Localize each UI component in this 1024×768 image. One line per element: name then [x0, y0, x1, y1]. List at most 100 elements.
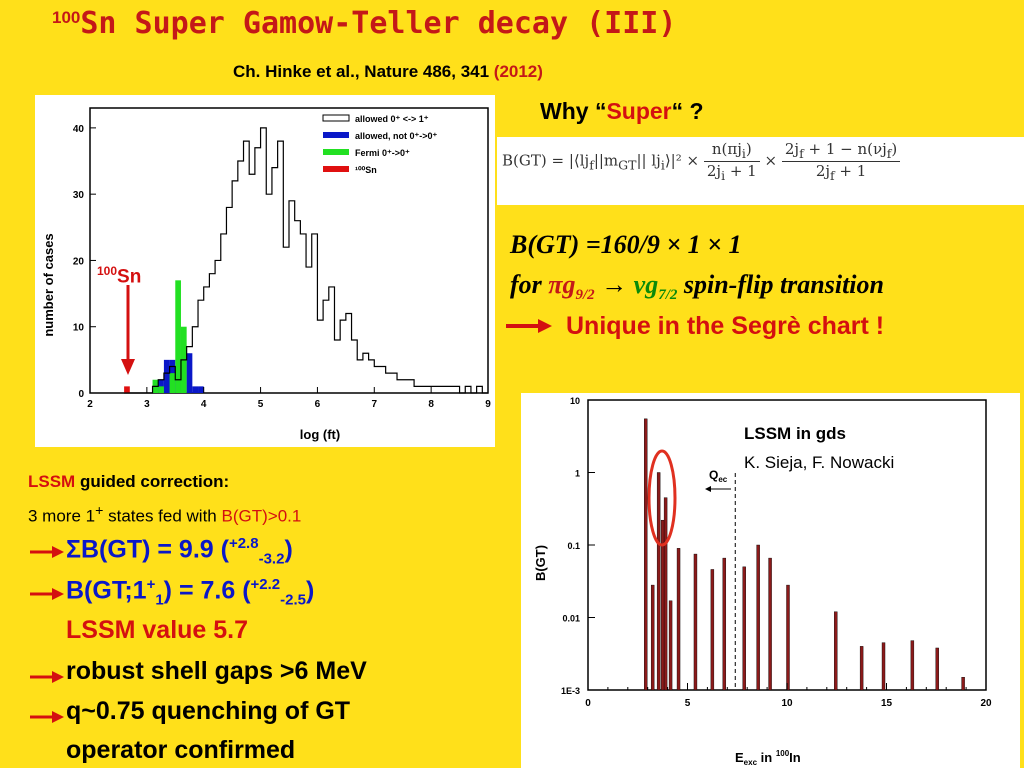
sn100-label: 100Sn — [97, 264, 141, 288]
bgt-pi: πg — [548, 270, 576, 299]
chart2-bar — [834, 611, 838, 691]
chart2-bar — [768, 557, 772, 691]
chart1-x-tick-label: 6 — [315, 399, 321, 410]
chart1-bar — [158, 386, 164, 393]
chart1-bar — [198, 386, 204, 393]
chart2-y-tick-label: 1 — [575, 469, 580, 479]
chart1-ticks: 2 3 4 5 6 7 8 9 0 10 20 30 40 — [73, 124, 491, 410]
formula-sub-gt: GT — [618, 157, 637, 173]
b1-sub: -3.2 — [258, 550, 285, 568]
chart1-allowed-outline — [124, 127, 488, 394]
bullet-sum-bgt: ΣB(GT) = 9.9 (+2.8-3.2) — [66, 535, 293, 567]
b2-sub2: -2.5 — [280, 591, 306, 609]
chart2-y-tick-label: 10 — [570, 396, 580, 406]
frac2-num: 2j — [784, 140, 800, 158]
frac1-num: n(πj — [711, 140, 742, 158]
chart2-bar — [881, 642, 886, 691]
bullet-arrow-icon — [30, 671, 64, 683]
spin-flip-line: for πg9/2 → νg7/2 spin-flip transition — [510, 270, 884, 304]
citation: Ch. Hinke et al., Nature 486, 341 (2012) — [233, 62, 543, 82]
b2-sup2: +2.2 — [250, 576, 281, 593]
why-prefix: Why “ — [540, 98, 607, 124]
frac2-den-sub: f — [830, 168, 835, 183]
chart1-legend: allowed 0⁺ <-> 1⁺ allowed, not 0⁺->0⁺ Ferm… — [322, 114, 438, 175]
frac2-num-mid: + 1 − n(νj — [803, 140, 887, 158]
chart2-bar — [656, 472, 661, 691]
chart1-bar — [192, 386, 199, 393]
chart1-y-tick-label: 20 — [73, 256, 85, 267]
chart1-x-tick-label: 3 — [144, 399, 150, 410]
formula-frac1: n(πji) 2ji + 1 — [703, 140, 760, 183]
bullet-quenching-cont: operator confirmed — [66, 736, 296, 764]
chart2-bar — [961, 677, 965, 691]
chart1-background — [35, 95, 495, 447]
frac2-num-sub: f — [799, 146, 804, 161]
bgt-excitation-chart: 0 5 10 15 20 1E-3 0.01 0.1 1 10 Qec Eexc in 100In… — [521, 393, 1020, 768]
bullet-bgt-1plus: B(GT;1+1) = 7.6 (+2.2-2.5) — [66, 576, 314, 608]
chart2-bar — [910, 640, 915, 691]
formula-sub-f: f — [589, 157, 594, 173]
frac1-den-end: + 1 — [725, 162, 757, 180]
chart2-bar — [710, 569, 715, 691]
formula-sub-i: i — [660, 157, 665, 173]
chart1-y-tick-label: 10 — [73, 323, 85, 334]
frac1-den-sub: i — [721, 168, 726, 183]
legend-label: allowed, not 0⁺->0⁺ — [355, 131, 438, 141]
chart2-bar — [650, 584, 655, 691]
chart2-x-axis-label: Eexc in 100In — [735, 749, 801, 767]
bgt-arrow: → — [594, 270, 634, 299]
chart2-bar — [935, 647, 939, 691]
states-pre: 3 more 1 — [28, 506, 96, 526]
chart1-x-tick-label: 8 — [428, 399, 434, 410]
chart1-bar — [186, 353, 193, 393]
legend-swatch — [323, 132, 349, 138]
chart2-y-tick-label: 1E-3 — [561, 686, 580, 696]
legend-swatch — [323, 166, 349, 172]
chart2-bar — [644, 418, 648, 691]
frac2-den: 2j — [815, 162, 831, 180]
qec-label: Qec — [709, 468, 728, 484]
bgt-for: for — [510, 270, 549, 299]
chart2-x-tick-label: 0 — [585, 698, 591, 709]
chart2-bar — [663, 497, 668, 691]
formula-mid: ||m — [593, 151, 619, 170]
formula-mid2: || lj — [636, 151, 661, 170]
formula-lhs: B(GT) = |⟨lj — [502, 151, 590, 170]
legend-label: Fermi 0⁺->0⁺ — [355, 148, 410, 158]
chart2-bar — [786, 584, 790, 691]
citation-text: Ch. Hinke et al., Nature 486, 341 — [233, 62, 494, 81]
chart1-bar — [124, 386, 130, 393]
lssm-correction-heading: LSSM guided correction: — [28, 472, 229, 492]
chart1-bar — [169, 373, 176, 393]
chart2-bar — [676, 548, 681, 691]
chart1-bar — [163, 359, 170, 393]
chart1-x-tick-label: 4 — [201, 399, 207, 410]
bgt-formula: B(GT) = |⟨ljf||mGT|| lji⟩|² × n(πji) 2ji … — [502, 140, 901, 183]
frac2-den-end: + 1 — [834, 162, 867, 180]
states-sup: + — [95, 503, 104, 519]
bullet-shell-gaps: robust shell gaps >6 MeV — [66, 657, 367, 685]
chart1-x-tick-label: 9 — [485, 399, 491, 410]
chart2-y-tick-label: 0.01 — [562, 614, 580, 624]
chart1-y-tick-label: 0 — [78, 389, 84, 400]
lssm-rest: guided correction: — [75, 472, 230, 491]
frac2-num-end: ) — [891, 140, 898, 158]
frac1-num-sub: i — [741, 146, 746, 161]
lssm-authors-label: K. Sieja, F. Nowacki — [744, 453, 895, 472]
b2-sup: + — [146, 576, 156, 593]
frac1-num-end: ) — [745, 140, 752, 158]
formula-rhs: ⟩|² × — [664, 151, 700, 170]
why-super-heading: Why “Super“ ? — [540, 98, 704, 125]
chart1-y-tick-label: 40 — [73, 124, 85, 135]
sn100-label-mass: 100 — [97, 264, 118, 278]
chart2-bar — [693, 553, 698, 691]
formula-panel — [497, 137, 1024, 205]
states-mid: states fed with — [103, 506, 222, 526]
b2-pre: B(GT;1 — [66, 576, 147, 605]
qec-arrowhead-icon — [705, 486, 711, 492]
chart2-x-tick-label: 20 — [980, 698, 992, 709]
bgt-nu-sub: 7/2 — [658, 287, 678, 304]
legend-label: ¹⁰⁰Sn — [355, 165, 377, 175]
bgt-rest: spin-flip transition — [677, 270, 884, 299]
